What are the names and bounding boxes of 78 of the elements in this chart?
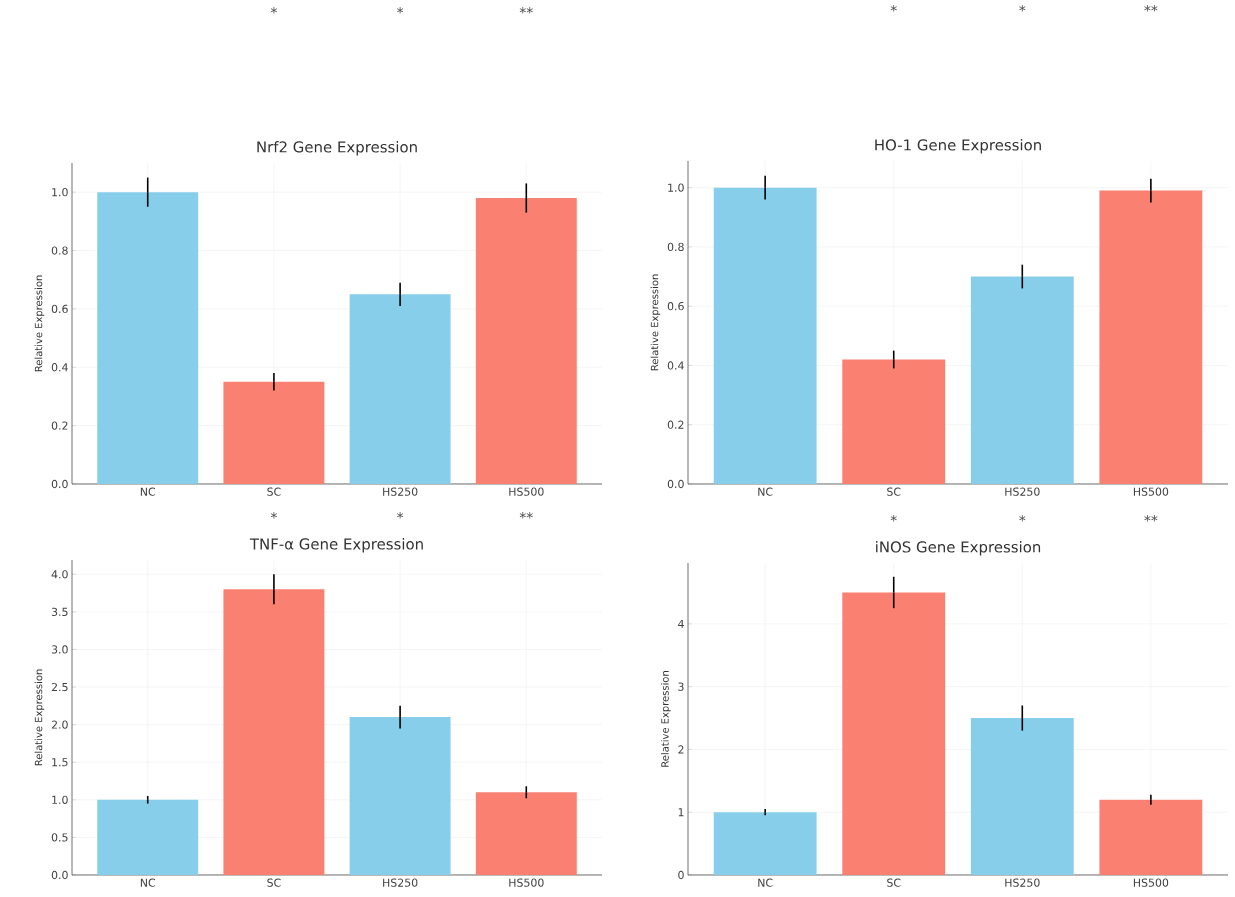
x-tick-label: SC: [887, 878, 901, 887]
x-tick-label: NC: [140, 878, 156, 887]
x-tick-label: SC: [887, 487, 901, 496]
y-tick-label: 0.2: [667, 420, 684, 429]
x-tick-label: SC: [267, 487, 281, 496]
y-tick-label: 0.4: [51, 363, 68, 372]
bar: [475, 792, 577, 875]
x-tick-label: HS250: [1005, 878, 1040, 887]
x-tick-label: HS250: [383, 878, 418, 887]
y-tick-label: 4.0: [51, 570, 68, 579]
bar: [349, 294, 451, 484]
chart-title: TNF-α Gene Expression: [249, 538, 423, 553]
y-tick-label: 3.5: [51, 607, 68, 616]
y-tick-label: 1.0: [668, 183, 684, 192]
x-tick-label: HS500: [1133, 487, 1169, 496]
x-tick-label: HS500: [509, 487, 544, 496]
y-tick-label: 0.8: [51, 246, 68, 255]
bar: [970, 276, 1074, 484]
x-tick-label: HS500: [1133, 878, 1169, 887]
text: **: [519, 7, 533, 14]
bar: [349, 717, 451, 875]
bar: [713, 187, 817, 484]
bar: [842, 592, 946, 875]
x-tick-label: NC: [758, 487, 773, 496]
y-tick-label: 2: [678, 745, 684, 754]
y-tick-label: 0.4: [667, 361, 684, 370]
bar: [713, 812, 817, 875]
y-axis-title: Relative Expression: [650, 274, 661, 371]
y-tick-label: 1.5: [52, 758, 68, 767]
bar: [475, 198, 577, 484]
bar: [97, 799, 199, 875]
y-tick-label: 0.6: [51, 304, 68, 314]
text: *: [270, 7, 277, 14]
y-axis-title: Relative Expression: [661, 671, 671, 767]
text: *: [890, 515, 897, 522]
y-axis-title: Relative Expression: [34, 275, 45, 372]
y-tick-label: 1.0: [52, 188, 68, 197]
text: **: [519, 512, 533, 519]
bar: [223, 381, 325, 484]
chart-title: HO-1 Gene Expression: [875, 139, 1041, 154]
y-tick-label: 0.0: [51, 870, 68, 880]
text: *: [890, 5, 897, 12]
x-tick-label: HS500: [509, 878, 544, 887]
y-tick-label: 0.8: [667, 242, 684, 252]
text: *: [397, 512, 404, 519]
text: *: [397, 7, 404, 14]
y-tick-label: 0.2: [51, 421, 68, 430]
chart-title: iNOS Gene Expression: [876, 541, 1041, 556]
x-tick-label: HS250: [1005, 487, 1040, 496]
text: *: [1019, 515, 1026, 522]
x-tick-label: HS250: [383, 487, 418, 496]
y-tick-label: 3.0: [51, 645, 68, 654]
x-tick-label: NC: [140, 487, 156, 496]
y-tick-label: 0.0: [51, 479, 68, 489]
y-tick-label: 1: [678, 808, 684, 817]
text: **: [1144, 515, 1158, 522]
text: **: [1144, 5, 1158, 12]
y-tick-label: 1.0: [52, 795, 68, 804]
text: *: [270, 512, 277, 519]
bar: [1099, 190, 1203, 484]
y-tick-label: 0.5: [51, 833, 68, 842]
bar: [1099, 799, 1203, 875]
y-tick-label: 4: [678, 619, 684, 628]
y-tick-label: 0: [678, 870, 684, 880]
y-axis-title: Relative Expression: [34, 669, 45, 766]
bar: [97, 192, 199, 484]
x-tick-label: NC: [758, 878, 773, 887]
chart-title: Nrf2 Gene Expression: [257, 141, 417, 156]
y-tick-label: 3: [678, 682, 684, 691]
y-tick-label: 0.6: [667, 302, 684, 311]
y-tick-label: 2.0: [51, 720, 68, 729]
bar: [223, 589, 325, 875]
text: *: [1019, 5, 1026, 12]
bar: [842, 359, 946, 484]
x-tick-label: SC: [267, 878, 281, 887]
y-tick-label: 0.0: [667, 479, 684, 489]
bar: [970, 718, 1074, 875]
y-tick-label: 2.5: [51, 682, 68, 692]
